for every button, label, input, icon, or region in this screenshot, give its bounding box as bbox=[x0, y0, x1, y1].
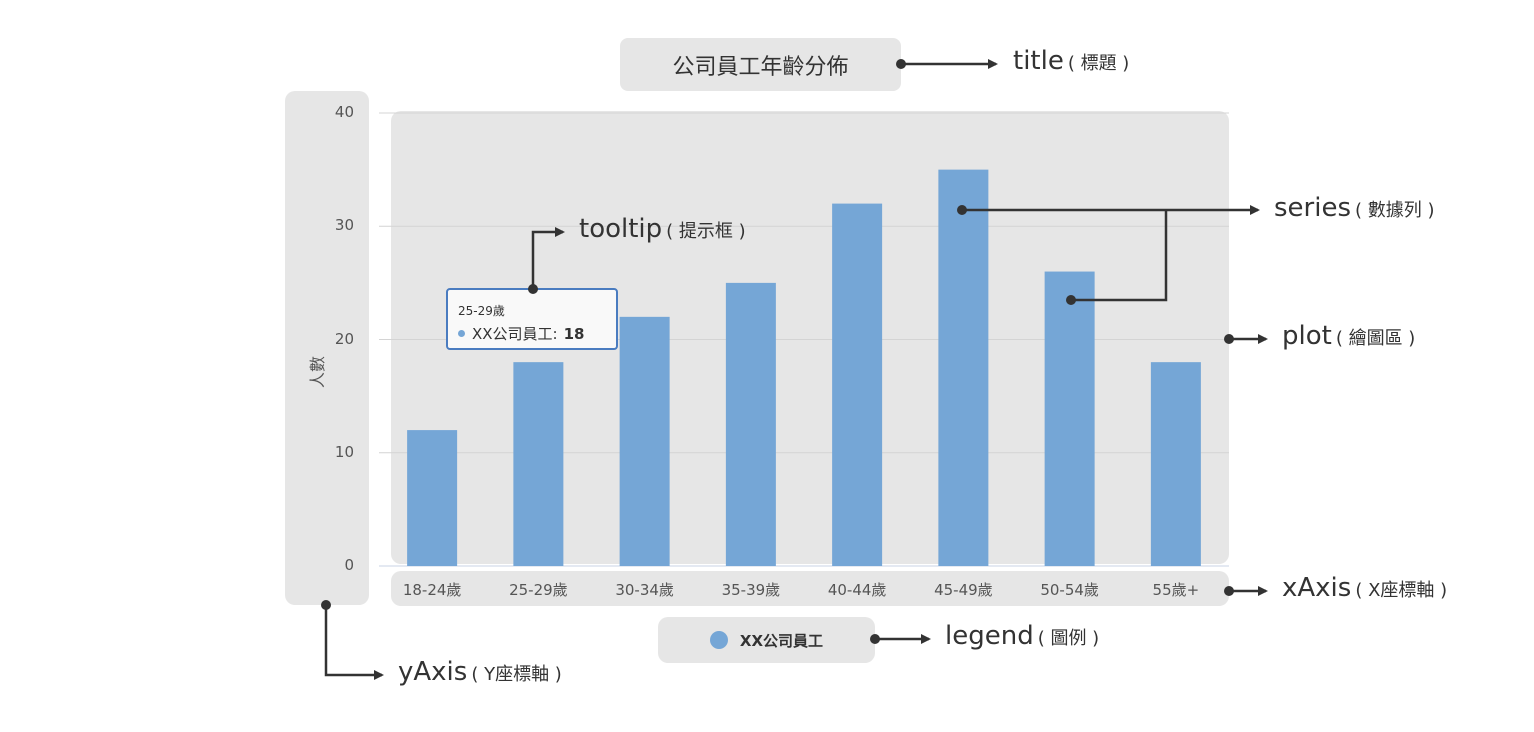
y-tick-label: 40 bbox=[334, 103, 354, 121]
annotation-legend: legend( 圖例 ) bbox=[945, 621, 1099, 651]
bar[interactable] bbox=[407, 430, 458, 566]
annotation-plot-sub: ( 繪圖區 ) bbox=[1335, 328, 1416, 349]
bar[interactable] bbox=[513, 362, 564, 566]
tooltip-series-marker bbox=[458, 330, 465, 337]
series-arrow-dot bbox=[957, 205, 967, 215]
plot-arrow-dot bbox=[1224, 334, 1234, 344]
y-tick-label: 10 bbox=[334, 442, 354, 461]
x-tick-label: 45-49歲 bbox=[934, 581, 993, 599]
yaxis-arrow bbox=[324, 605, 384, 680]
chart-title: 公司員工年齡分佈 bbox=[620, 38, 901, 91]
x-tick-label: 35-39歲 bbox=[721, 581, 781, 599]
bar[interactable] bbox=[1044, 271, 1095, 566]
tooltip-arrow bbox=[531, 227, 565, 289]
annotation-tooltip-main: tooltip bbox=[579, 214, 663, 244]
tooltip: 25-29歲 XX公司員工: 18 bbox=[446, 288, 618, 350]
y-tick-label: 30 bbox=[334, 216, 354, 235]
bar[interactable] bbox=[1150, 362, 1201, 566]
annotation-xaxis-main: xAxis bbox=[1282, 573, 1352, 603]
series-connector bbox=[1071, 210, 1168, 302]
x-tick-label: 40-44歲 bbox=[827, 581, 887, 599]
annotation-series-sub: ( 數據列 ) bbox=[1355, 200, 1435, 221]
annotation-series-main: series bbox=[1274, 193, 1351, 223]
tooltip-row: XX公司員工: 18 bbox=[458, 323, 616, 344]
legend[interactable]: XX公司員工 bbox=[658, 617, 875, 663]
x-tick-label: 55歲+ bbox=[1152, 581, 1200, 599]
series-connector-dot bbox=[1066, 295, 1076, 305]
x-tick-label: 30-34歲 bbox=[615, 581, 674, 599]
tooltip-header: 25-29歲 bbox=[458, 304, 505, 318]
x-tick-label: 25-29歲 bbox=[509, 581, 568, 599]
yaxis-arrow-dot bbox=[321, 600, 331, 610]
bar[interactable] bbox=[725, 282, 776, 566]
annotation-yaxis-sub: ( Y座標軸 ) bbox=[471, 664, 562, 685]
legend-arrow-dot bbox=[870, 634, 880, 644]
annotation-title-main: title bbox=[1013, 46, 1064, 76]
annotation-title: title( 標題 ) bbox=[1013, 46, 1129, 76]
annotation-legend-sub: ( 圖例 ) bbox=[1037, 628, 1100, 649]
tooltip-series-label: XX公司員工: bbox=[472, 325, 558, 343]
annotation-plot: plot( 繪圖區 ) bbox=[1282, 321, 1415, 351]
title-arrow-dot bbox=[896, 59, 906, 69]
legend-marker bbox=[709, 631, 728, 649]
tooltip-value: 18 bbox=[563, 324, 585, 343]
annotation-yaxis: yAxis( Y座標軸 ) bbox=[398, 657, 562, 687]
xaxis-arrow-dot bbox=[1224, 586, 1234, 596]
x-axis-highlight bbox=[391, 571, 1229, 606]
annotation-yaxis-main: yAxis bbox=[398, 657, 468, 687]
annotation-plot-main: plot bbox=[1282, 321, 1332, 351]
bar[interactable] bbox=[938, 169, 989, 566]
y-axis-highlight bbox=[285, 91, 369, 605]
annotation-xaxis: xAxis( X座標軸 ) bbox=[1282, 573, 1447, 603]
y-tick-label: 20 bbox=[334, 329, 354, 348]
bar[interactable] bbox=[619, 316, 670, 566]
tooltip-arrow-dot bbox=[528, 284, 538, 294]
x-tick-label: 18-24歲 bbox=[402, 581, 462, 599]
y-tick-label: 0 bbox=[344, 556, 354, 574]
annotation-series: series( 數據列 ) bbox=[1274, 193, 1435, 223]
annotation-legend-main: legend bbox=[945, 621, 1034, 651]
x-tick-label: 50-54歲 bbox=[1040, 581, 1099, 599]
bar[interactable] bbox=[832, 203, 883, 566]
annotation-tooltip: tooltip( 提示框 ) bbox=[579, 214, 746, 244]
legend-label: XX公司員工 bbox=[739, 631, 824, 650]
annotation-xaxis-sub: ( X座標軸 ) bbox=[1355, 580, 1448, 601]
annotation-tooltip-sub: ( 提示框 ) bbox=[666, 221, 746, 242]
annotation-title-sub: ( 標題 ) bbox=[1067, 53, 1130, 74]
